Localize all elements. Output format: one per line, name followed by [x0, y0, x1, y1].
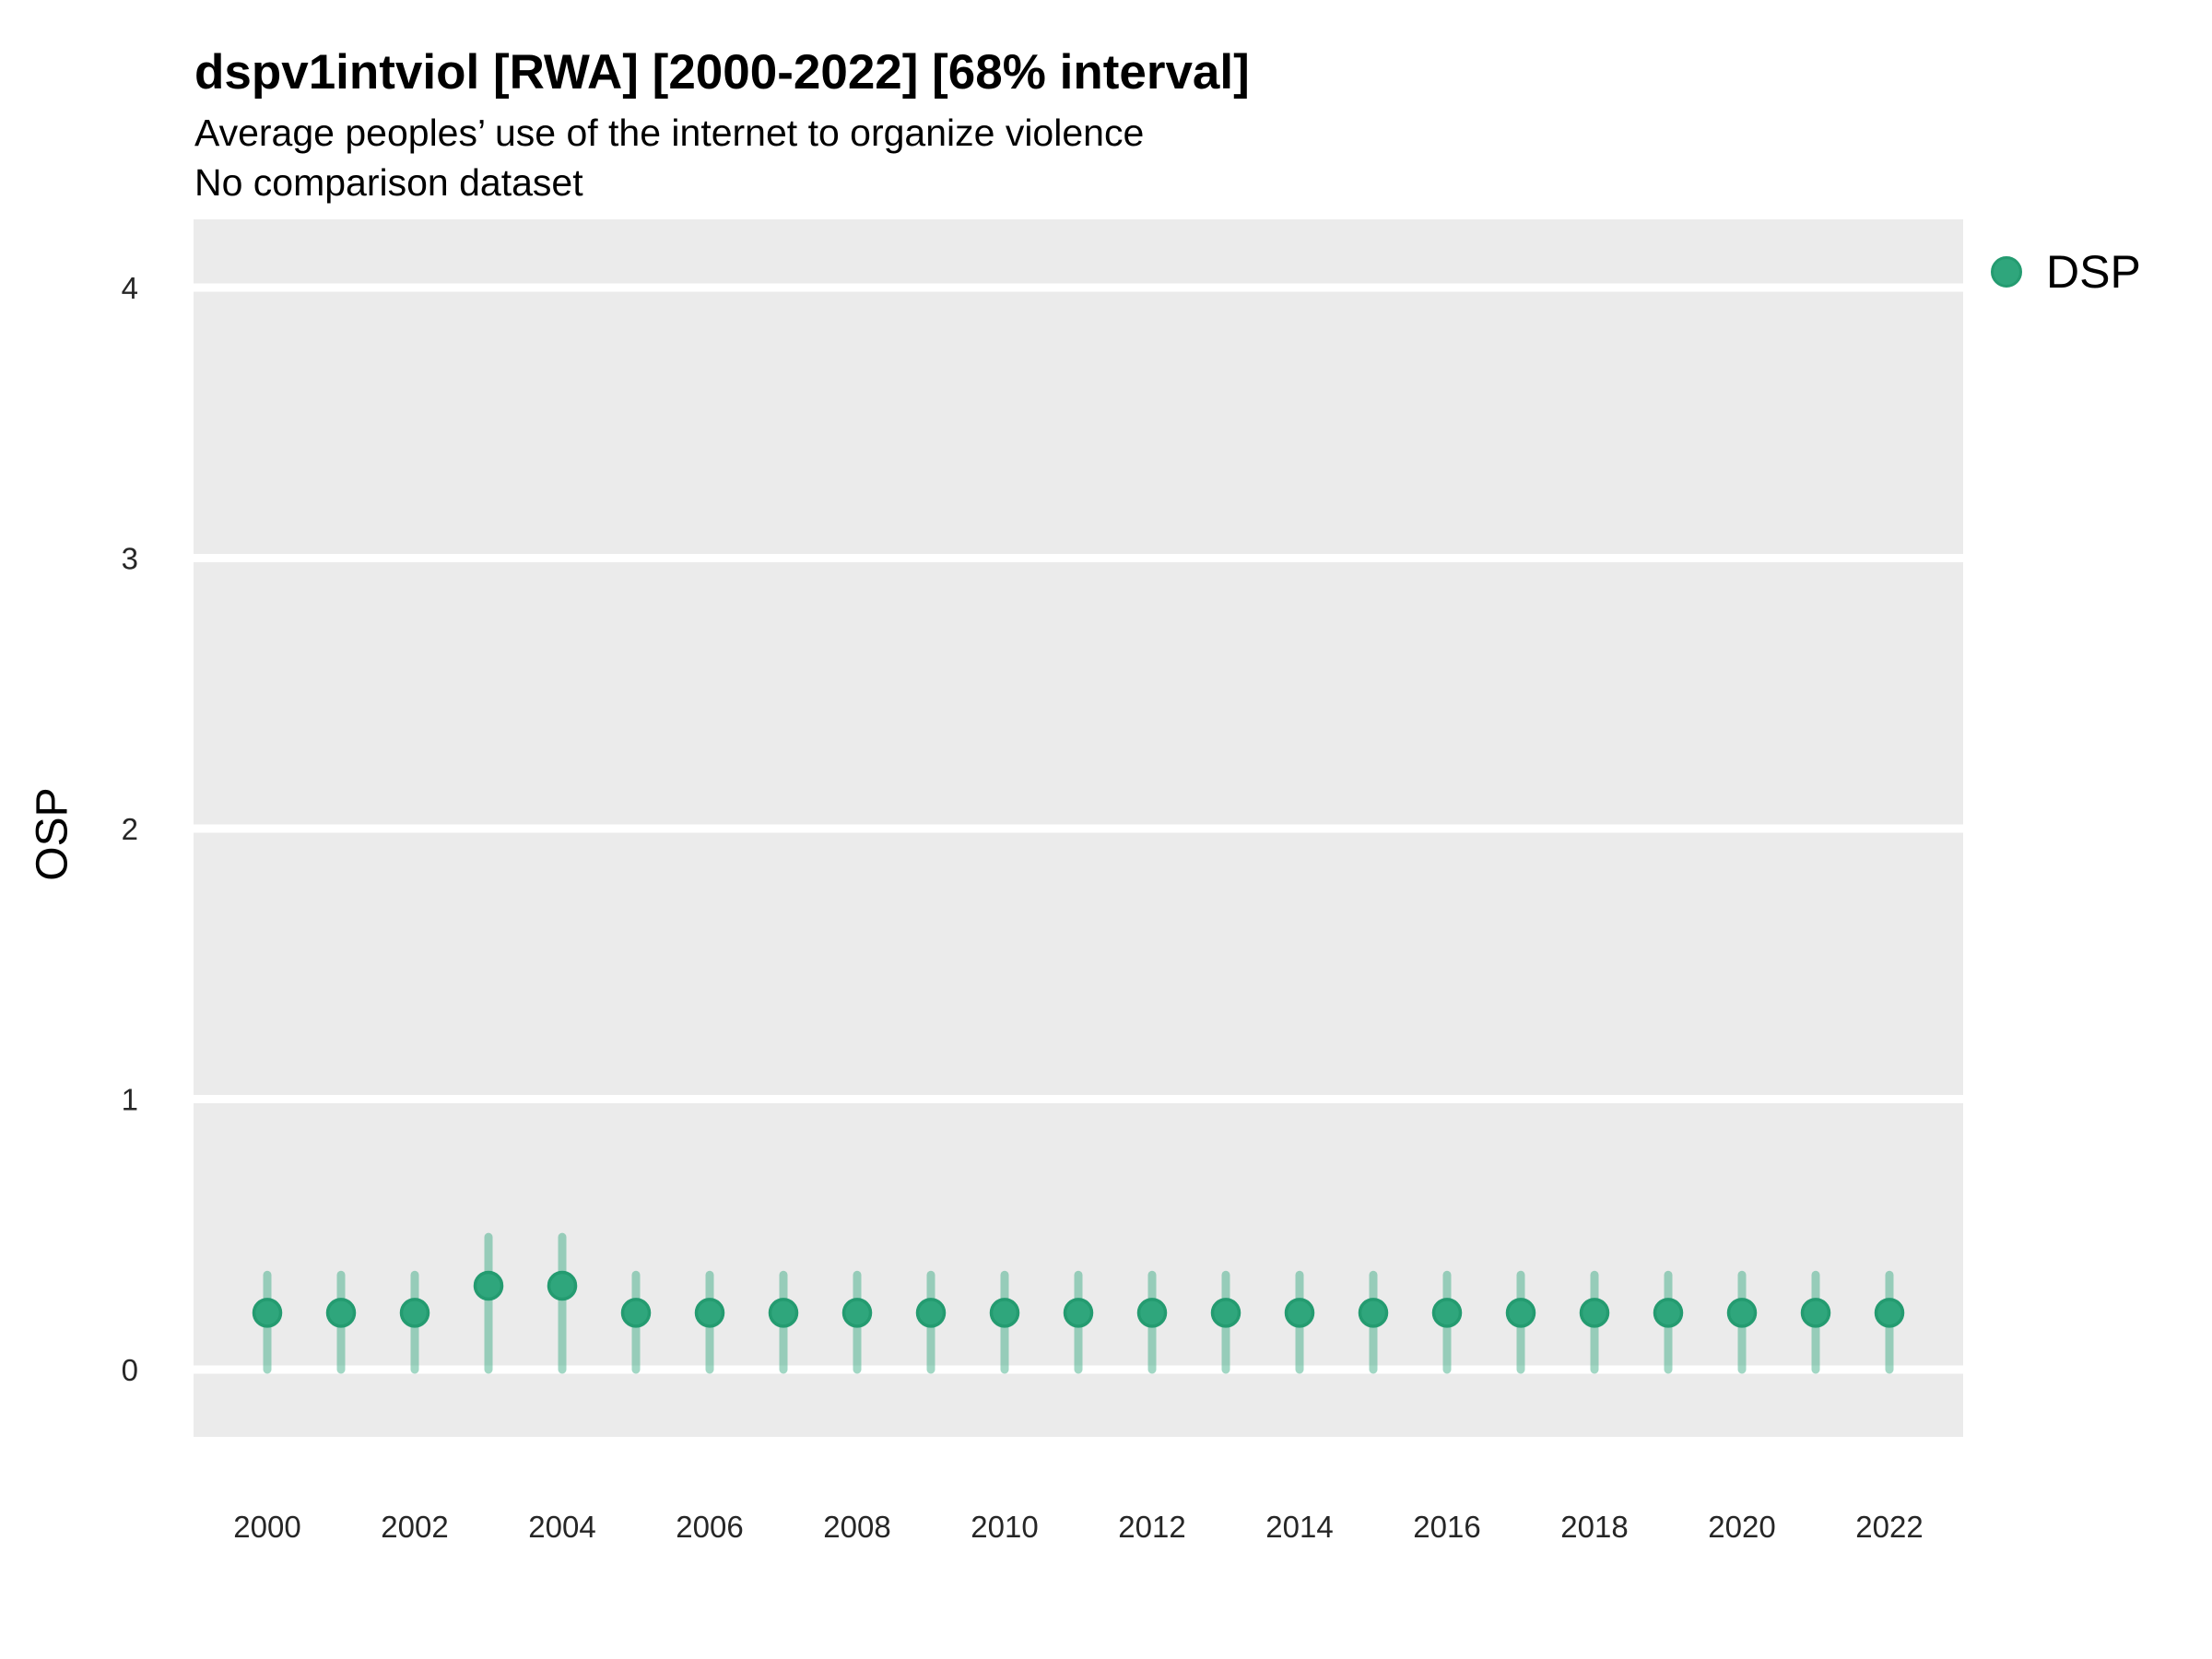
- x-tick-label-2010: 2010: [971, 1510, 1038, 1544]
- point-2015: [1358, 1298, 1389, 1328]
- y-axis-title: OSP: [28, 787, 77, 881]
- x-tick-label-2006: 2006: [676, 1510, 743, 1544]
- x-tick-label-2008: 2008: [823, 1510, 890, 1544]
- chart-subtitle: Average peoples’ use of the internet to …: [194, 112, 1145, 154]
- x-tick-label-2004: 2004: [528, 1510, 595, 1544]
- y-tick-label-0: 0: [122, 1353, 138, 1387]
- point-2002: [399, 1298, 430, 1328]
- point-2005: [620, 1298, 652, 1328]
- point-2007: [768, 1298, 799, 1328]
- x-tick-label-2018: 2018: [1560, 1510, 1628, 1544]
- point-2011: [1063, 1298, 1094, 1328]
- x-tick-label-2020: 2020: [1708, 1510, 1775, 1544]
- point-2000: [252, 1298, 283, 1328]
- point-2004: [547, 1270, 578, 1301]
- point-2009: [915, 1298, 947, 1328]
- chart-title: dspv1intviol [RWA] [2000-2022] [68% inte…: [194, 45, 1250, 100]
- x-tick-label-2022: 2022: [1855, 1510, 1923, 1544]
- point-2017: [1505, 1298, 1536, 1328]
- x-tick-label-2016: 2016: [1413, 1510, 1480, 1544]
- chart-comparison-note: No comparison dataset: [194, 161, 583, 204]
- point-2016: [1431, 1298, 1463, 1328]
- point-2021: [1800, 1298, 1831, 1328]
- point-2022: [1874, 1298, 1905, 1328]
- legend-dot-dsp-icon: [1991, 256, 2022, 288]
- point-2013: [1210, 1298, 1241, 1328]
- point-2003: [473, 1270, 504, 1301]
- x-tick-label-2014: 2014: [1265, 1510, 1333, 1544]
- y-tick-label-4: 4: [122, 271, 138, 305]
- point-2006: [694, 1298, 725, 1328]
- legend: DSP: [1991, 249, 2141, 295]
- point-2008: [841, 1298, 873, 1328]
- point-2014: [1284, 1298, 1315, 1328]
- y-tick-label-2: 2: [122, 812, 138, 846]
- x-tick-label-2012: 2012: [1118, 1510, 1185, 1544]
- x-tick-label-2000: 2000: [233, 1510, 300, 1544]
- point-2019: [1653, 1298, 1684, 1328]
- y-tick-label-3: 3: [122, 542, 138, 576]
- point-2010: [989, 1298, 1020, 1328]
- y-tick-label-1: 1: [122, 1083, 138, 1117]
- point-2001: [325, 1298, 357, 1328]
- point-2012: [1136, 1298, 1168, 1328]
- x-tick-label-2002: 2002: [381, 1510, 448, 1544]
- legend-label-dsp: DSP: [2046, 246, 2141, 298]
- point-2020: [1726, 1298, 1758, 1328]
- point-2018: [1579, 1298, 1610, 1328]
